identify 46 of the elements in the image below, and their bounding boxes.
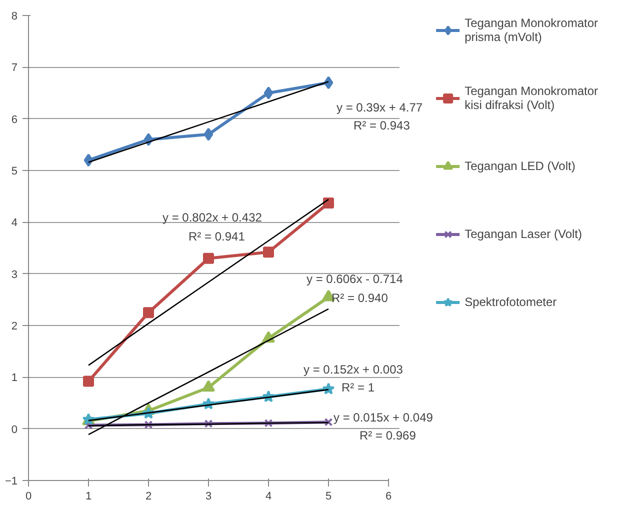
- y-tick-label: 1: [11, 372, 18, 384]
- point: [322, 382, 335, 394]
- y-tick-label: 2: [11, 320, 18, 332]
- point: [144, 420, 153, 429]
- y-tick-label: 5: [11, 166, 18, 178]
- x-tick-label: 4: [265, 490, 272, 502]
- x-tick-label: 3: [205, 490, 212, 502]
- legend-label: Spektrofotometer: [464, 294, 557, 311]
- point: [264, 86, 274, 100]
- annotation: R² = 0.943: [354, 118, 410, 133]
- y-tick-label: 8: [11, 10, 18, 22]
- x-tick-label: 6: [385, 490, 392, 502]
- point: [83, 376, 94, 387]
- point: [324, 418, 333, 426]
- annotation: R² = 1: [342, 380, 375, 395]
- legend-label: Tegangan LED (Volt): [464, 158, 576, 175]
- y-tick-label: 6: [11, 114, 18, 126]
- point: [263, 246, 274, 258]
- y-tick-label: 4: [11, 217, 18, 230]
- annotation: y = 0.39x + 4.77: [336, 100, 423, 115]
- x-tick-label: 0: [25, 490, 32, 502]
- annotation: y = 0.015x + 0.049: [334, 410, 434, 425]
- annotation: R² = 0.969: [360, 428, 416, 443]
- y-tick-label: −1: [4, 476, 18, 488]
- y-tick-label: 7: [11, 62, 18, 74]
- x-tick-label: 2: [145, 490, 152, 502]
- point: [264, 418, 273, 428]
- point: [202, 380, 215, 392]
- annotation: y = 0.802x + 0.432: [162, 210, 262, 224]
- point: [323, 198, 334, 209]
- annotation: y = 0.152x + 0.003: [304, 362, 404, 377]
- x-tick-label: 5: [325, 490, 332, 502]
- x-tick-label: 1: [85, 490, 92, 502]
- annotation: R² = 0.940: [332, 290, 388, 305]
- legend-label: Tegangan Monokromator kisi difraksi (Volt): [464, 83, 598, 113]
- point: [84, 154, 94, 167]
- point: [143, 307, 154, 318]
- legend-label: Tegangan Laser (Volt): [464, 226, 582, 243]
- point: [204, 419, 213, 428]
- annotation: y = 0.606x - 0.714: [306, 272, 404, 286]
- annotation: R² = 0.941: [188, 229, 246, 244]
- legend-label: Tegangan Monokromator prisma (mVolt): [464, 15, 598, 45]
- point: [204, 128, 214, 141]
- y-tick-label: 0: [11, 424, 18, 436]
- point: [203, 252, 214, 264]
- y-tick-label: 3: [11, 268, 18, 281]
